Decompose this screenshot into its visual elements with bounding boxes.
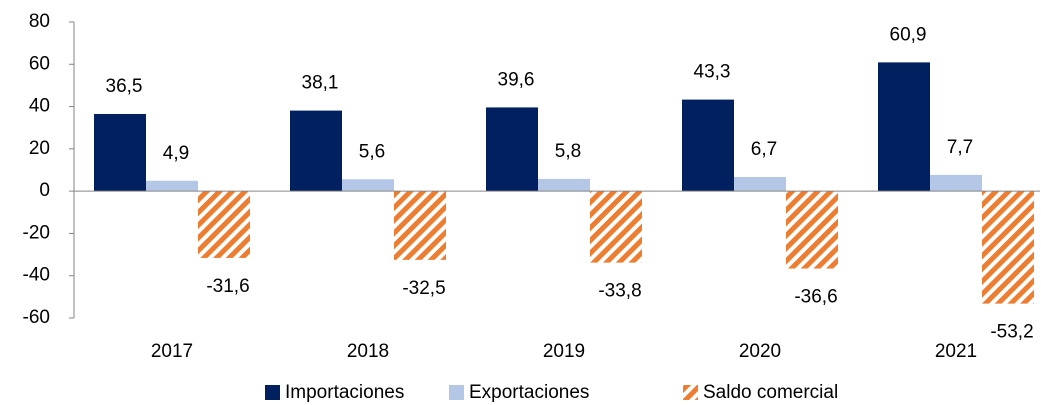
value-label: 6,7 xyxy=(751,139,777,160)
bar xyxy=(538,178,590,192)
y-tick-label: -60 xyxy=(23,307,50,328)
legend-swatch xyxy=(265,385,280,400)
bar xyxy=(394,191,446,260)
legend-swatch xyxy=(683,385,698,400)
y-tick-label: 80 xyxy=(29,11,50,32)
value-label: 60,9 xyxy=(890,24,927,45)
x-tick-label: 2021 xyxy=(935,341,977,362)
value-label: 38,1 xyxy=(302,73,339,94)
value-label: 4,9 xyxy=(163,143,189,164)
bar xyxy=(198,191,250,258)
bar xyxy=(342,179,394,192)
y-tick-label: 60 xyxy=(29,53,50,74)
value-label: -31,6 xyxy=(206,276,249,297)
value-label: -33,8 xyxy=(598,281,641,302)
value-label: -32,5 xyxy=(402,278,445,299)
y-tick-label: -20 xyxy=(23,222,50,243)
y-tick-label: -40 xyxy=(23,265,50,286)
legend-label: Importaciones xyxy=(285,382,404,403)
value-label: 39,6 xyxy=(498,69,535,90)
x-tick-label: 2019 xyxy=(543,341,585,362)
x-tick-label: 2017 xyxy=(151,341,193,362)
y-tick-label: 0 xyxy=(39,180,50,201)
bar xyxy=(786,191,838,269)
x-tick-label: 2018 xyxy=(347,341,389,362)
bar xyxy=(94,113,146,192)
value-label: -53,2 xyxy=(990,322,1033,343)
legend-swatch xyxy=(449,385,464,400)
y-tick-label: 20 xyxy=(29,138,50,159)
bar xyxy=(878,62,930,192)
value-label: 43,3 xyxy=(694,62,731,83)
value-label: 36,5 xyxy=(106,76,143,97)
value-label: 7,7 xyxy=(947,137,973,158)
legend-label: Exportaciones xyxy=(469,382,589,403)
bar xyxy=(486,107,538,192)
bar xyxy=(290,110,342,192)
y-tick-label: 40 xyxy=(29,96,50,117)
bar xyxy=(930,174,982,192)
x-tick-label: 2020 xyxy=(739,341,781,362)
bar xyxy=(146,180,198,192)
bar xyxy=(682,99,734,192)
value-label: 5,6 xyxy=(359,141,385,162)
bar xyxy=(982,191,1034,304)
bar xyxy=(734,176,786,192)
bar xyxy=(590,191,642,263)
value-label: 5,8 xyxy=(555,141,581,162)
legend-label: Saldo comercial xyxy=(703,382,838,403)
value-label: -36,6 xyxy=(794,287,837,308)
